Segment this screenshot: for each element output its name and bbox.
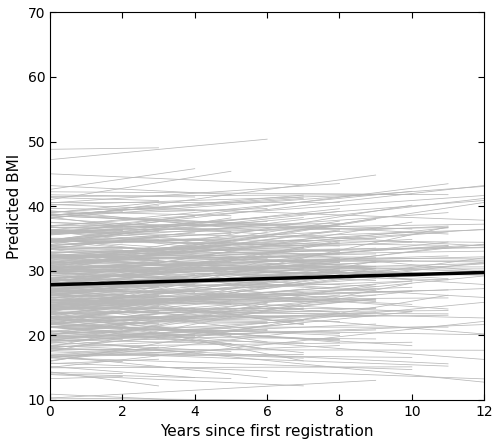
Y-axis label: Predicted BMI: Predicted BMI xyxy=(7,153,22,259)
X-axis label: Years since first registration: Years since first registration xyxy=(160,424,374,439)
